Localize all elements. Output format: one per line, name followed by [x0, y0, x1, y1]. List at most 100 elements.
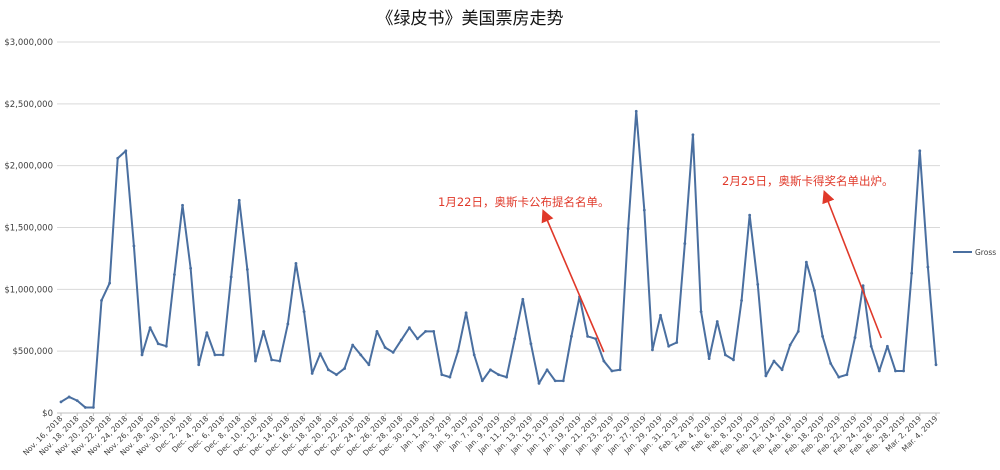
data-point — [618, 368, 622, 372]
data-point — [813, 289, 816, 292]
data-point — [902, 369, 905, 373]
data-point — [254, 359, 257, 363]
data-point — [140, 353, 144, 357]
data-point — [894, 369, 897, 373]
data-point — [367, 363, 371, 367]
y-axis-tick-labels: $0 $500,000 $1,000,000 $1,500,000 $2,000,000… — [4, 38, 53, 419]
data-point — [699, 310, 703, 313]
data-point — [740, 299, 743, 302]
data-point — [132, 244, 136, 248]
data-point — [440, 373, 444, 377]
data-point — [221, 353, 225, 357]
data-point — [796, 329, 800, 333]
data-point — [829, 362, 833, 365]
data-point — [804, 260, 808, 264]
data-point — [448, 375, 452, 379]
data-point — [772, 359, 776, 363]
data-point — [545, 368, 549, 372]
data-point — [343, 367, 346, 370]
data-point — [100, 299, 103, 302]
data-point — [788, 343, 792, 347]
y-tick-label: $2,000,000 — [4, 162, 53, 172]
data-point — [205, 331, 209, 335]
y-tick-label: $1,500,000 — [4, 224, 53, 234]
data-point — [594, 337, 598, 341]
data-point — [148, 326, 152, 330]
data-point — [845, 373, 849, 377]
data-point — [610, 369, 614, 373]
data-point — [173, 273, 176, 276]
data-point — [399, 338, 403, 342]
data-point — [675, 341, 679, 344]
data-point — [480, 379, 484, 383]
data-point — [707, 357, 711, 360]
data-point — [391, 351, 395, 354]
annotation-nomination: 1月22日，奥斯卡公布提名名单。 — [438, 195, 609, 209]
data-point — [67, 395, 71, 399]
data-point — [83, 406, 87, 409]
data-point — [764, 374, 768, 378]
data-point — [659, 313, 662, 317]
data-point — [229, 275, 233, 279]
data-point — [634, 109, 638, 113]
data-point — [642, 208, 646, 212]
data-point — [821, 334, 824, 338]
annotation-arrow-nomination — [541, 209, 605, 353]
data-point — [521, 297, 525, 301]
data-point — [262, 329, 265, 333]
data-point — [570, 334, 573, 338]
data-point — [505, 375, 509, 379]
data-point — [424, 329, 427, 333]
data-point — [116, 156, 120, 160]
gridlines — [57, 41, 940, 414]
data-point — [310, 372, 314, 375]
data-point — [869, 344, 873, 348]
data-point — [756, 282, 760, 286]
data-point — [780, 368, 784, 372]
data-point — [318, 352, 322, 356]
data-point — [351, 343, 355, 347]
data-point — [715, 320, 719, 323]
data-point — [359, 353, 363, 357]
data-point — [837, 375, 841, 379]
data-point — [335, 373, 338, 377]
series-line-gross — [60, 110, 937, 409]
annotations: 1月22日，奥斯卡公布提名名单。 2月25日，奥斯卡得奖名单出炉。 — [438, 174, 893, 353]
data-point — [416, 337, 419, 341]
data-point — [108, 281, 112, 285]
data-point — [910, 271, 914, 275]
data-point — [513, 337, 517, 341]
data-point — [432, 329, 436, 333]
y-tick-label: $0 — [42, 409, 53, 419]
data-point — [278, 359, 282, 363]
data-point — [75, 399, 79, 403]
data-point — [245, 268, 249, 271]
data-point — [732, 358, 735, 362]
data-point — [294, 261, 298, 265]
data-point — [456, 349, 460, 353]
data-point — [189, 266, 193, 270]
data-point — [918, 149, 922, 153]
y-tick-label: $2,500,000 — [4, 100, 53, 110]
data-point — [59, 400, 63, 404]
data-point — [302, 310, 306, 313]
legend: Gross — [953, 248, 996, 257]
data-point — [488, 368, 492, 372]
data-point — [497, 373, 500, 377]
series-layer — [59, 109, 938, 409]
data-point — [529, 342, 533, 346]
data-point — [553, 379, 557, 383]
data-point — [602, 359, 606, 363]
data-point — [561, 379, 565, 383]
annotation-arrow-awards — [822, 190, 883, 339]
data-point — [683, 242, 687, 245]
data-point — [723, 353, 727, 357]
data-point — [651, 348, 654, 352]
y-tick-label: $500,000 — [12, 347, 53, 357]
data-point — [237, 198, 241, 202]
data-point — [861, 284, 865, 288]
data-point — [326, 368, 330, 372]
y-tick-label: $3,000,000 — [4, 38, 53, 48]
